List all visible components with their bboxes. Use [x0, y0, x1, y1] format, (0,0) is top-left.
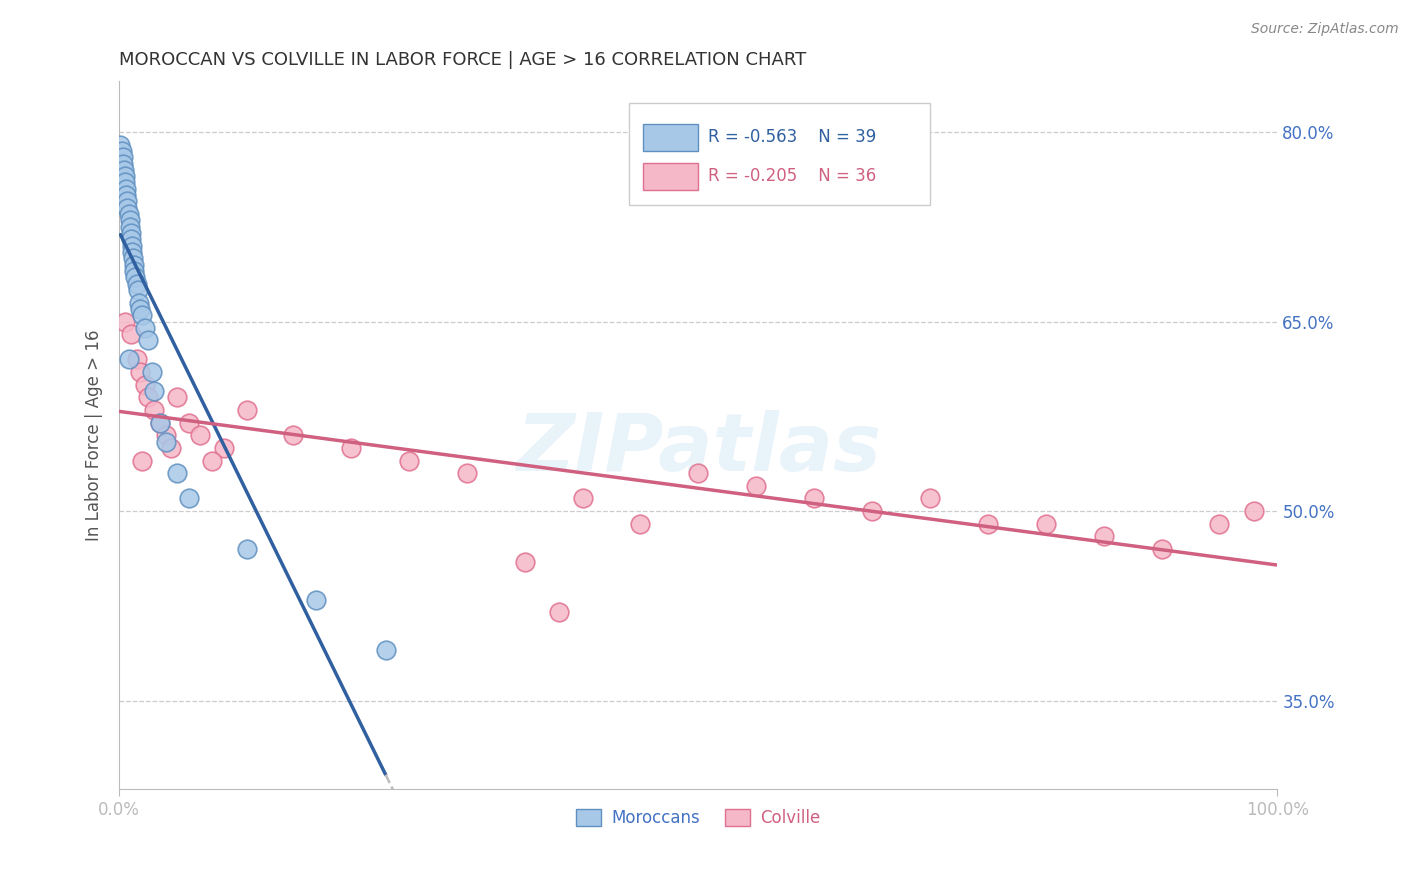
- Point: [110, 144, 132, 158]
- Point: [136, 390, 159, 404]
- Point: [111, 156, 134, 170]
- Point: [128, 295, 150, 310]
- Point: [235, 542, 257, 557]
- Point: [129, 301, 152, 316]
- Point: [166, 466, 188, 480]
- Point: [131, 453, 153, 467]
- Point: [124, 258, 146, 272]
- Point: [120, 232, 142, 246]
- Point: [122, 252, 145, 266]
- Point: [688, 466, 710, 480]
- Point: [155, 428, 177, 442]
- Point: [118, 219, 141, 234]
- Point: [143, 384, 166, 398]
- Text: MOROCCAN VS COLVILLE IN LABOR FORCE | AGE > 16 CORRELATION CHART: MOROCCAN VS COLVILLE IN LABOR FORCE | AG…: [120, 51, 807, 69]
- Point: [1243, 504, 1265, 518]
- Point: [134, 377, 156, 392]
- Point: [860, 504, 883, 518]
- Point: [1208, 516, 1230, 531]
- Point: [177, 491, 200, 506]
- Point: [120, 327, 142, 342]
- Point: [131, 308, 153, 322]
- Bar: [643, 162, 699, 190]
- Point: [628, 516, 651, 531]
- Point: [1092, 529, 1115, 543]
- Point: [149, 416, 172, 430]
- Point: [117, 201, 139, 215]
- Point: [149, 416, 172, 430]
- Point: [136, 334, 159, 348]
- Text: ZIPatlas: ZIPatlas: [516, 410, 880, 489]
- Point: [111, 150, 134, 164]
- Point: [1150, 542, 1173, 557]
- Point: [118, 213, 141, 227]
- Text: R = -0.563    N = 39: R = -0.563 N = 39: [707, 128, 876, 146]
- Point: [305, 592, 328, 607]
- Point: [112, 162, 135, 177]
- Point: [513, 555, 536, 569]
- Point: [117, 207, 139, 221]
- Point: [340, 441, 363, 455]
- Point: [177, 416, 200, 430]
- Legend: Moroccans, Colville: Moroccans, Colville: [569, 803, 827, 834]
- Point: [121, 245, 143, 260]
- Point: [134, 321, 156, 335]
- Point: [125, 352, 148, 367]
- Point: [117, 194, 139, 209]
- Point: [201, 453, 224, 467]
- Point: [160, 441, 183, 455]
- Bar: [643, 124, 699, 151]
- Point: [117, 352, 139, 367]
- Point: [115, 188, 138, 202]
- Point: [977, 516, 1000, 531]
- Text: R = -0.205    N = 36: R = -0.205 N = 36: [707, 167, 876, 186]
- Point: [456, 466, 478, 480]
- Point: [121, 238, 143, 252]
- Point: [110, 137, 132, 152]
- Point: [143, 403, 166, 417]
- Bar: [628, 103, 929, 205]
- Point: [374, 643, 396, 657]
- Point: [141, 365, 163, 379]
- Point: [188, 428, 211, 442]
- Point: [127, 283, 149, 297]
- Point: [129, 365, 152, 379]
- Point: [1035, 516, 1057, 531]
- Point: [803, 491, 825, 506]
- Y-axis label: In Labor Force | Age > 16: In Labor Force | Age > 16: [86, 329, 103, 541]
- Point: [114, 176, 136, 190]
- Point: [125, 277, 148, 291]
- Point: [548, 605, 571, 619]
- Point: [918, 491, 941, 506]
- Point: [120, 226, 142, 240]
- Point: [745, 479, 768, 493]
- Point: [235, 403, 257, 417]
- Point: [212, 441, 235, 455]
- Text: Source: ZipAtlas.com: Source: ZipAtlas.com: [1251, 22, 1399, 37]
- Point: [124, 270, 146, 285]
- Point: [166, 390, 188, 404]
- Point: [124, 264, 146, 278]
- Point: [281, 428, 304, 442]
- Point: [155, 434, 177, 449]
- Point: [571, 491, 593, 506]
- Point: [114, 169, 136, 183]
- Point: [398, 453, 420, 467]
- Point: [115, 182, 138, 196]
- Point: [114, 314, 136, 328]
